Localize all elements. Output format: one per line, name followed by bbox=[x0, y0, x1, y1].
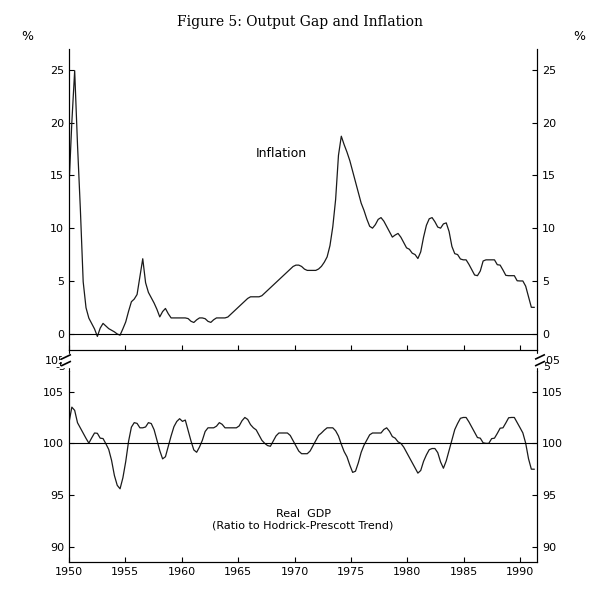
Text: 105: 105 bbox=[540, 356, 561, 366]
Text: Real  GDP
(Ratio to Hodrick-Prescott Trend): Real GDP (Ratio to Hodrick-Prescott Tren… bbox=[212, 509, 394, 530]
Text: -5: -5 bbox=[540, 362, 551, 371]
Text: %: % bbox=[573, 30, 585, 43]
Text: Inflation: Inflation bbox=[256, 147, 307, 160]
Text: %: % bbox=[21, 30, 33, 43]
Text: Figure 5: Output Gap and Inflation: Figure 5: Output Gap and Inflation bbox=[177, 15, 423, 29]
Text: -5: -5 bbox=[55, 362, 66, 371]
Text: 105: 105 bbox=[45, 356, 66, 366]
